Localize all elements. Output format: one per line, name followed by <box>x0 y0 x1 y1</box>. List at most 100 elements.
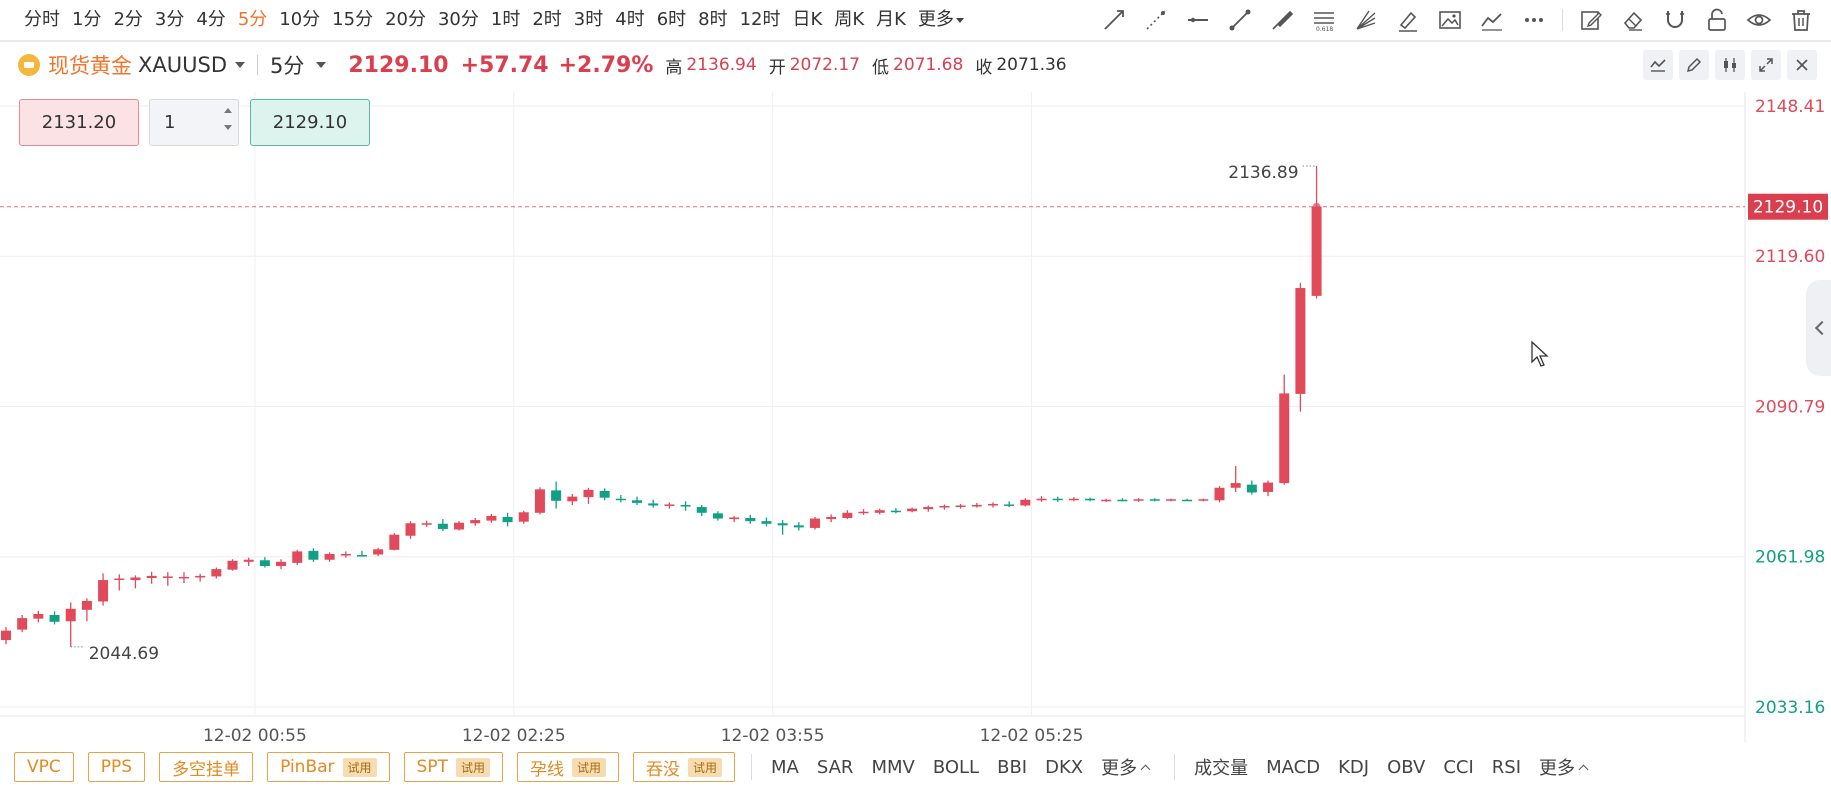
main-indicator-0[interactable]: MA <box>771 756 799 778</box>
period-14[interactable]: 6时 <box>656 9 687 30</box>
strategy-button-2[interactable]: 多空挂单 <box>159 752 254 782</box>
candle-body <box>971 504 982 507</box>
main-indicator-1[interactable]: SAR <box>816 756 854 778</box>
chart-controls <box>1643 50 1817 80</box>
candle-body <box>826 516 837 520</box>
sub-indicator-0[interactable]: 成交量 <box>1194 758 1249 779</box>
main-indicator-5[interactable]: DKX <box>1045 756 1084 778</box>
eye-icon[interactable] <box>1743 4 1775 36</box>
period-5[interactable]: 5分 <box>237 9 268 30</box>
fan-icon[interactable] <box>1350 4 1382 36</box>
header-period[interactable]: 5分 <box>270 54 305 78</box>
candle-body <box>324 553 335 560</box>
period-9[interactable]: 30分 <box>437 9 479 30</box>
strategy-button-3[interactable]: PinBar 试用 <box>267 752 390 782</box>
main-indicator-4[interactable]: BBI <box>997 756 1028 778</box>
fullscreen-icon[interactable] <box>1751 50 1781 80</box>
symbol-code[interactable]: XAUUSD <box>138 53 227 77</box>
period-0[interactable]: 分时 <box>24 9 60 30</box>
main-indicator-2[interactable]: MMV <box>871 756 915 778</box>
period-12[interactable]: 3时 <box>573 9 604 30</box>
sell-price-button[interactable]: 2131.20 <box>19 99 139 146</box>
brush-icon[interactable] <box>1266 4 1298 36</box>
trial-badge: 试用 <box>571 757 606 777</box>
strategy-button-0[interactable]: VPC <box>14 752 74 782</box>
period-6[interactable]: 10分 <box>279 9 321 30</box>
period-11[interactable]: 2时 <box>532 9 562 30</box>
candle-body <box>195 575 206 578</box>
sub-indicator-3[interactable]: OBV <box>1387 756 1426 778</box>
increment-icon[interactable] <box>224 108 232 113</box>
candle-body <box>1182 499 1193 502</box>
candle-type-icon[interactable] <box>1715 50 1745 80</box>
sub-indicator-4[interactable]: CCI <box>1443 756 1474 778</box>
strategy-label: PPS <box>100 757 133 777</box>
segment-icon[interactable] <box>1224 4 1256 36</box>
decrement-icon[interactable] <box>224 125 232 130</box>
divider <box>257 55 258 75</box>
chevron-up-icon <box>1140 764 1151 775</box>
magnet-icon[interactable] <box>1659 4 1691 36</box>
highlighter-icon[interactable] <box>1392 4 1424 36</box>
candle-body <box>1230 483 1241 488</box>
period-13[interactable]: 4时 <box>615 9 645 30</box>
sub-indicator-1[interactable]: MACD <box>1266 756 1321 778</box>
ray-line-icon[interactable] <box>1140 4 1172 36</box>
quantity-stepper[interactable]: 1 <box>149 99 239 146</box>
period-8[interactable]: 20分 <box>385 9 426 30</box>
candle-body <box>923 507 934 510</box>
pencil-icon[interactable] <box>1679 50 1709 80</box>
main-indicator-more[interactable]: 更多 <box>1092 754 1158 780</box>
trend-line-icon[interactable] <box>1098 4 1130 36</box>
more-icon[interactable] <box>1518 4 1550 36</box>
symbol-dropdown-icon[interactable] <box>235 62 245 68</box>
period-3[interactable]: 3分 <box>154 9 185 30</box>
symbol-header: 现货黄金 XAUUSD 5分 2129.10 +57.74 +2.79% 高 2… <box>0 44 1831 86</box>
polyline-icon[interactable] <box>1476 4 1508 36</box>
period-1[interactable]: 1分 <box>72 9 102 30</box>
candle-body <box>65 608 76 622</box>
strategy-button-5[interactable]: 孕线 试用 <box>516 752 619 782</box>
sub-indicator-2[interactable]: KDJ <box>1338 756 1370 778</box>
note-icon[interactable] <box>1575 4 1607 36</box>
period-18[interactable]: 周K <box>834 9 865 30</box>
close-icon[interactable] <box>1787 50 1817 80</box>
fibonacci-icon[interactable]: 0.618 <box>1308 4 1340 36</box>
candle-body <box>583 489 594 498</box>
period-17[interactable]: 日K <box>792 9 823 30</box>
time-axis-label: 12-02 00:55 <box>203 726 307 742</box>
period-7[interactable]: 15分 <box>332 9 374 30</box>
period-dropdown-icon[interactable] <box>316 62 327 68</box>
collapse-panel-button[interactable] <box>1806 280 1831 376</box>
candle-body <box>664 504 675 506</box>
strategy-button-1[interactable]: PPS <box>87 752 146 782</box>
open-label: 开 <box>768 57 786 78</box>
period-more[interactable]: 更多 <box>912 0 970 40</box>
candle-body <box>454 522 465 530</box>
strategy-button-4[interactable]: SPT 试用 <box>403 752 503 782</box>
period-16[interactable]: 12时 <box>739 9 781 30</box>
trash-icon[interactable] <box>1785 4 1817 36</box>
candle-body <box>1263 482 1274 492</box>
candlestick-chart[interactable]: 2148.41 2119.60 2090.79 2061.98 2033.16 12-02… <box>0 92 1831 742</box>
period-15[interactable]: 8时 <box>698 9 728 30</box>
sub-indicator-5[interactable]: RSI <box>1491 756 1522 778</box>
candle-body <box>1004 504 1015 506</box>
image-icon[interactable] <box>1434 4 1466 36</box>
main-indicator-3[interactable]: BOLL <box>932 756 980 778</box>
indicator-settings-icon[interactable] <box>1643 50 1673 80</box>
eraser-icon[interactable] <box>1617 4 1649 36</box>
lock-icon[interactable] <box>1701 4 1733 36</box>
period-19[interactable]: 月K <box>876 9 906 30</box>
symbol-name[interactable]: 现货黄金 <box>48 54 132 78</box>
period-4[interactable]: 4分 <box>196 9 226 30</box>
horizontal-line-icon[interactable] <box>1182 4 1214 36</box>
buy-price-button[interactable]: 2129.10 <box>250 99 370 146</box>
chevron-up-icon <box>1578 764 1589 775</box>
candle-body <box>987 503 998 506</box>
period-10[interactable]: 1时 <box>490 9 521 30</box>
quantity-value[interactable]: 1 <box>164 112 176 133</box>
sub-indicator-more[interactable]: 更多 <box>1530 754 1596 780</box>
strategy-button-6[interactable]: 吞没 试用 <box>633 752 736 782</box>
period-2[interactable]: 2分 <box>113 9 143 30</box>
